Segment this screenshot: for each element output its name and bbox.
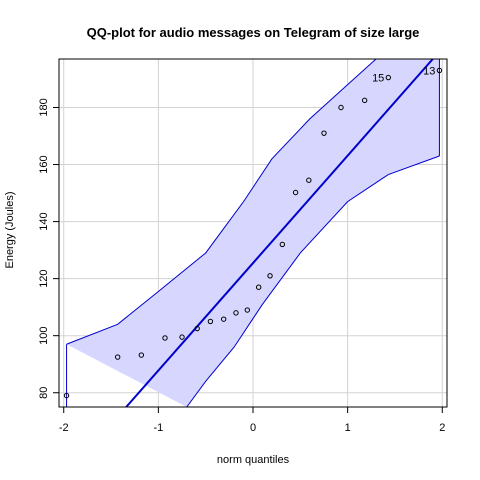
data-point — [338, 104, 344, 111]
y-tick-label: 180 — [38, 98, 50, 116]
data-point — [292, 189, 299, 196]
y-tick-label: 160 — [38, 155, 50, 173]
data-point — [162, 335, 168, 341]
y-tick-label: 120 — [38, 269, 50, 287]
data-point — [63, 392, 70, 399]
data-point — [114, 354, 121, 360]
data-point — [267, 273, 273, 279]
x-axis-label: norm quantiles — [217, 454, 290, 466]
y-tick-label: 140 — [38, 212, 50, 230]
reference-line — [125, 59, 434, 407]
x-tick-label: 0 — [250, 422, 256, 434]
data-point — [306, 177, 312, 183]
x-tick-label: -1 — [153, 422, 163, 434]
data-point — [179, 334, 185, 340]
data-point — [233, 310, 239, 316]
x-tick-label: 1 — [345, 422, 351, 434]
data-point — [385, 74, 392, 81]
confidence-band-lower-edge — [186, 155, 440, 407]
data-point — [244, 307, 251, 313]
data-point — [361, 97, 368, 104]
x-tick-label: 2 — [439, 422, 445, 434]
data-point — [194, 325, 200, 332]
y-tick-label: 80 — [38, 387, 50, 399]
y-tick-label: 100 — [38, 327, 50, 345]
point-label: 13 — [423, 65, 435, 77]
plot-area: 15 13 -2 -1 0 1 2 80 100 120 140 160 180 — [38, 58, 448, 434]
data-point — [255, 284, 262, 290]
data-point — [321, 130, 327, 136]
data-point — [436, 67, 443, 74]
data-point — [138, 352, 145, 358]
data-point — [207, 318, 214, 325]
x-tick-label: -2 — [59, 422, 69, 434]
chart-title: QQ-plot for audio messages on Telegram o… — [87, 25, 420, 40]
y-axis-label: Energy (Joules) — [4, 191, 16, 268]
point-label: 15 — [372, 73, 384, 85]
confidence-band — [66, 59, 440, 407]
data-point — [279, 241, 286, 248]
confidence-band-upper-edge — [66, 59, 377, 345]
data-point — [220, 316, 227, 322]
